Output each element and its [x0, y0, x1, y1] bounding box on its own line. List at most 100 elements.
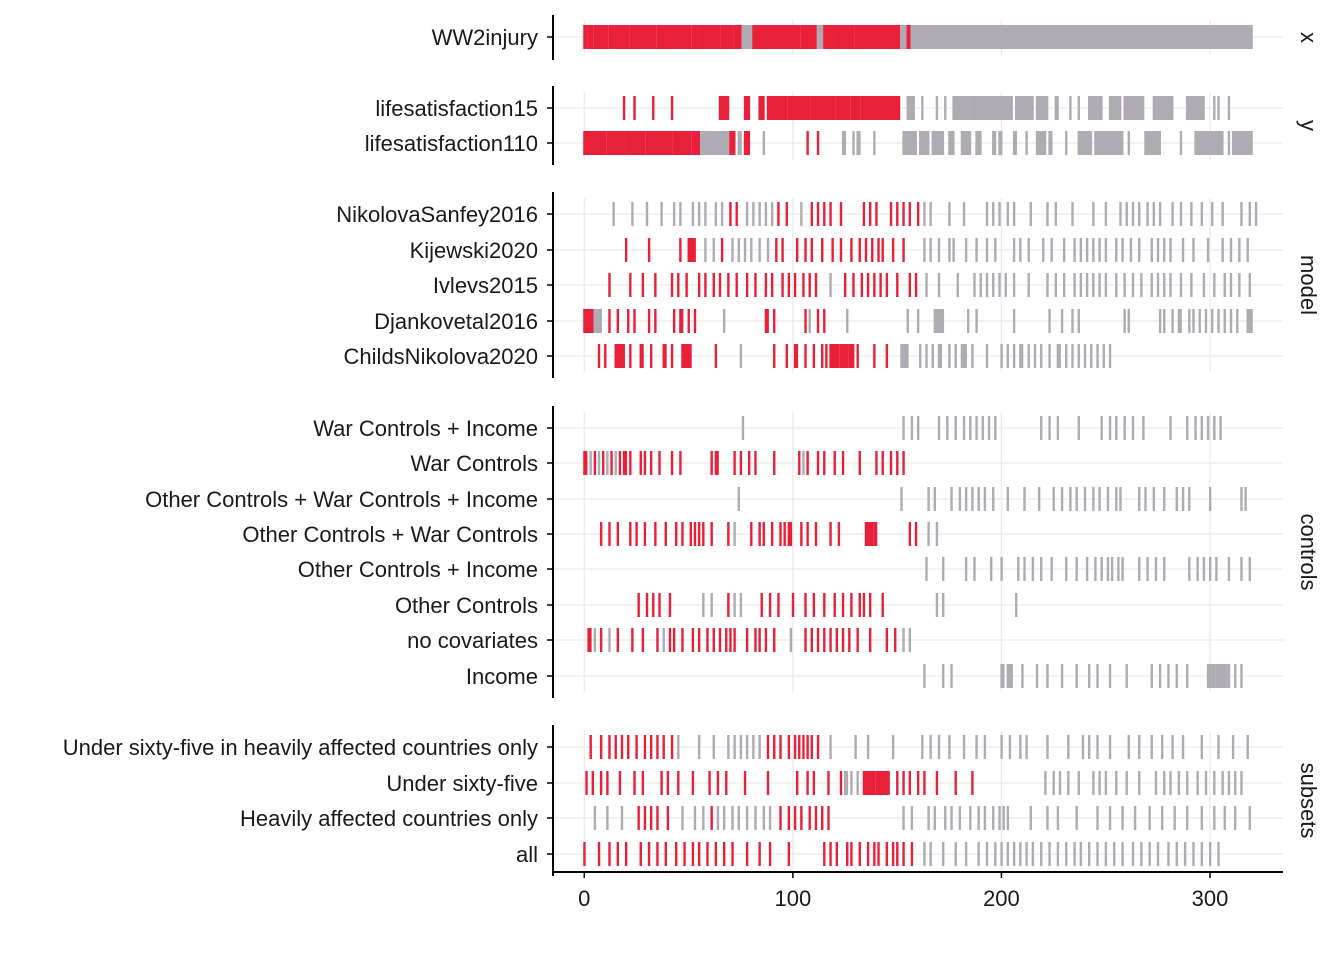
specification-mark-not-significant — [937, 344, 942, 368]
specification-mark-not-significant — [921, 735, 924, 759]
specification-mark-not-significant — [929, 238, 932, 262]
specification-mark-not-significant — [1192, 238, 1195, 262]
specification-mark-not-significant — [1100, 416, 1103, 440]
specification-mark-significant — [706, 628, 709, 652]
specification-mark-not-significant — [1179, 273, 1183, 297]
specification-mark-significant — [833, 25, 855, 49]
specification-mark-significant — [804, 344, 807, 368]
specification-mark-significant — [766, 96, 788, 120]
specification-mark-significant — [823, 25, 834, 49]
specification-mark-significant — [670, 735, 674, 759]
specification-mark-significant — [793, 735, 797, 759]
specification-mark-not-significant — [1096, 344, 1099, 368]
specification-mark-not-significant — [964, 238, 968, 262]
x-tick-label: 100 — [774, 886, 811, 911]
row-label: lifesatisfaction15 — [375, 96, 538, 121]
specification-mark-significant — [662, 344, 667, 368]
specification-mark-not-significant — [1037, 487, 1041, 511]
specification-mark-not-significant — [1046, 202, 1049, 226]
specification-mark-not-significant — [1221, 238, 1224, 262]
specification-mark-not-significant — [1115, 416, 1118, 440]
specification-mark-significant — [779, 735, 782, 759]
specification-mark-not-significant — [1002, 806, 1005, 830]
specification-mark-not-significant — [722, 806, 726, 830]
specification-mark-not-significant — [1190, 202, 1193, 226]
specification-mark-not-significant — [1183, 842, 1187, 866]
specification-mark-not-significant — [916, 416, 920, 440]
specification-mark-significant — [668, 593, 672, 617]
specification-mark-significant — [677, 771, 680, 795]
specification-mark-not-significant — [1200, 806, 1204, 830]
specification-mark-not-significant — [1213, 806, 1216, 830]
specification-mark-significant — [735, 273, 738, 297]
specification-mark-significant — [864, 522, 869, 546]
specification-mark-significant — [816, 735, 820, 759]
specification-mark-not-significant — [612, 202, 615, 226]
specification-mark-not-significant — [910, 25, 1253, 49]
specification-mark-not-significant — [1119, 202, 1122, 226]
specification-mark-not-significant — [1012, 131, 1018, 155]
specification-mark-not-significant — [1211, 309, 1214, 333]
specification-mark-significant — [812, 771, 816, 795]
specification-mark-not-significant — [1221, 771, 1224, 795]
specification-mark-not-significant — [1085, 273, 1089, 297]
specification-mark-significant — [848, 628, 851, 652]
specification-mark-significant — [629, 344, 632, 368]
specification-mark-not-significant — [1125, 664, 1128, 688]
specification-mark-not-significant — [1079, 238, 1083, 262]
specification-mark-not-significant — [1000, 664, 1005, 688]
specification-mark-not-significant — [1008, 735, 1012, 759]
specification-mark-significant — [743, 771, 747, 795]
specification-mark-not-significant — [935, 593, 939, 617]
specification-mark-not-significant — [1169, 771, 1172, 795]
specification-mark-significant — [856, 344, 859, 368]
specification-mark-not-significant — [1202, 557, 1206, 581]
facet-label: subsets — [1296, 763, 1321, 839]
specification-mark-not-significant — [1140, 273, 1143, 297]
specification-mark-significant — [675, 842, 678, 866]
specification-mark-not-significant — [737, 131, 742, 155]
specification-mark-not-significant — [1104, 771, 1108, 795]
specification-mark-significant — [708, 771, 711, 795]
specification-mark-significant — [791, 593, 795, 617]
specification-mark-significant — [764, 273, 768, 297]
specification-mark-not-significant — [739, 593, 743, 617]
specification-mark-not-significant — [992, 806, 995, 830]
specification-mark-significant — [691, 25, 698, 49]
specification-mark-significant — [702, 522, 705, 546]
specification-mark-not-significant — [1179, 202, 1183, 226]
specification-mark-not-significant — [964, 557, 968, 581]
specification-mark-significant — [652, 96, 655, 120]
row-label: Under sixty-five in heavily affected cou… — [63, 735, 538, 760]
specification-mark-not-significant — [1208, 487, 1212, 511]
specification-mark-not-significant — [1025, 842, 1028, 866]
specification-mark-not-significant — [985, 344, 989, 368]
specification-mark-not-significant — [1186, 416, 1189, 440]
specification-mark-not-significant — [1156, 238, 1160, 262]
specification-mark-not-significant — [975, 131, 982, 155]
specification-mark-not-significant — [1060, 664, 1064, 688]
specification-mark-not-significant — [971, 344, 974, 368]
specification-mark-not-significant — [1154, 771, 1158, 795]
specification-mark-significant — [760, 593, 763, 617]
specification-mark-not-significant — [1175, 664, 1178, 688]
specification-mark-significant — [583, 25, 588, 49]
row-label: ChildsNikolova2020 — [344, 344, 538, 369]
x-tick-label: 200 — [983, 886, 1020, 911]
specification-mark-not-significant — [1131, 842, 1135, 866]
specification-mark-not-significant — [1075, 487, 1078, 511]
specification-mark-not-significant — [1035, 96, 1049, 120]
specification-mark-significant — [712, 628, 715, 652]
specification-mark-not-significant — [1229, 273, 1233, 297]
specification-mark-significant — [725, 771, 728, 795]
specification-mark-not-significant — [1027, 344, 1030, 368]
specification-mark-significant — [670, 273, 674, 297]
specification-mark-significant — [848, 344, 855, 368]
specification-mark-not-significant — [1081, 735, 1085, 759]
specification-mark-significant — [710, 806, 713, 830]
specification-mark-not-significant — [1075, 557, 1078, 581]
specification-mark-not-significant — [789, 628, 793, 652]
specification-mark-not-significant — [1071, 309, 1074, 333]
specification-mark-not-significant — [1087, 735, 1091, 759]
facet-panel-model: NikolovaSanfey2016 Kijewski2020 Ivlevs2015… — [336, 192, 1321, 378]
